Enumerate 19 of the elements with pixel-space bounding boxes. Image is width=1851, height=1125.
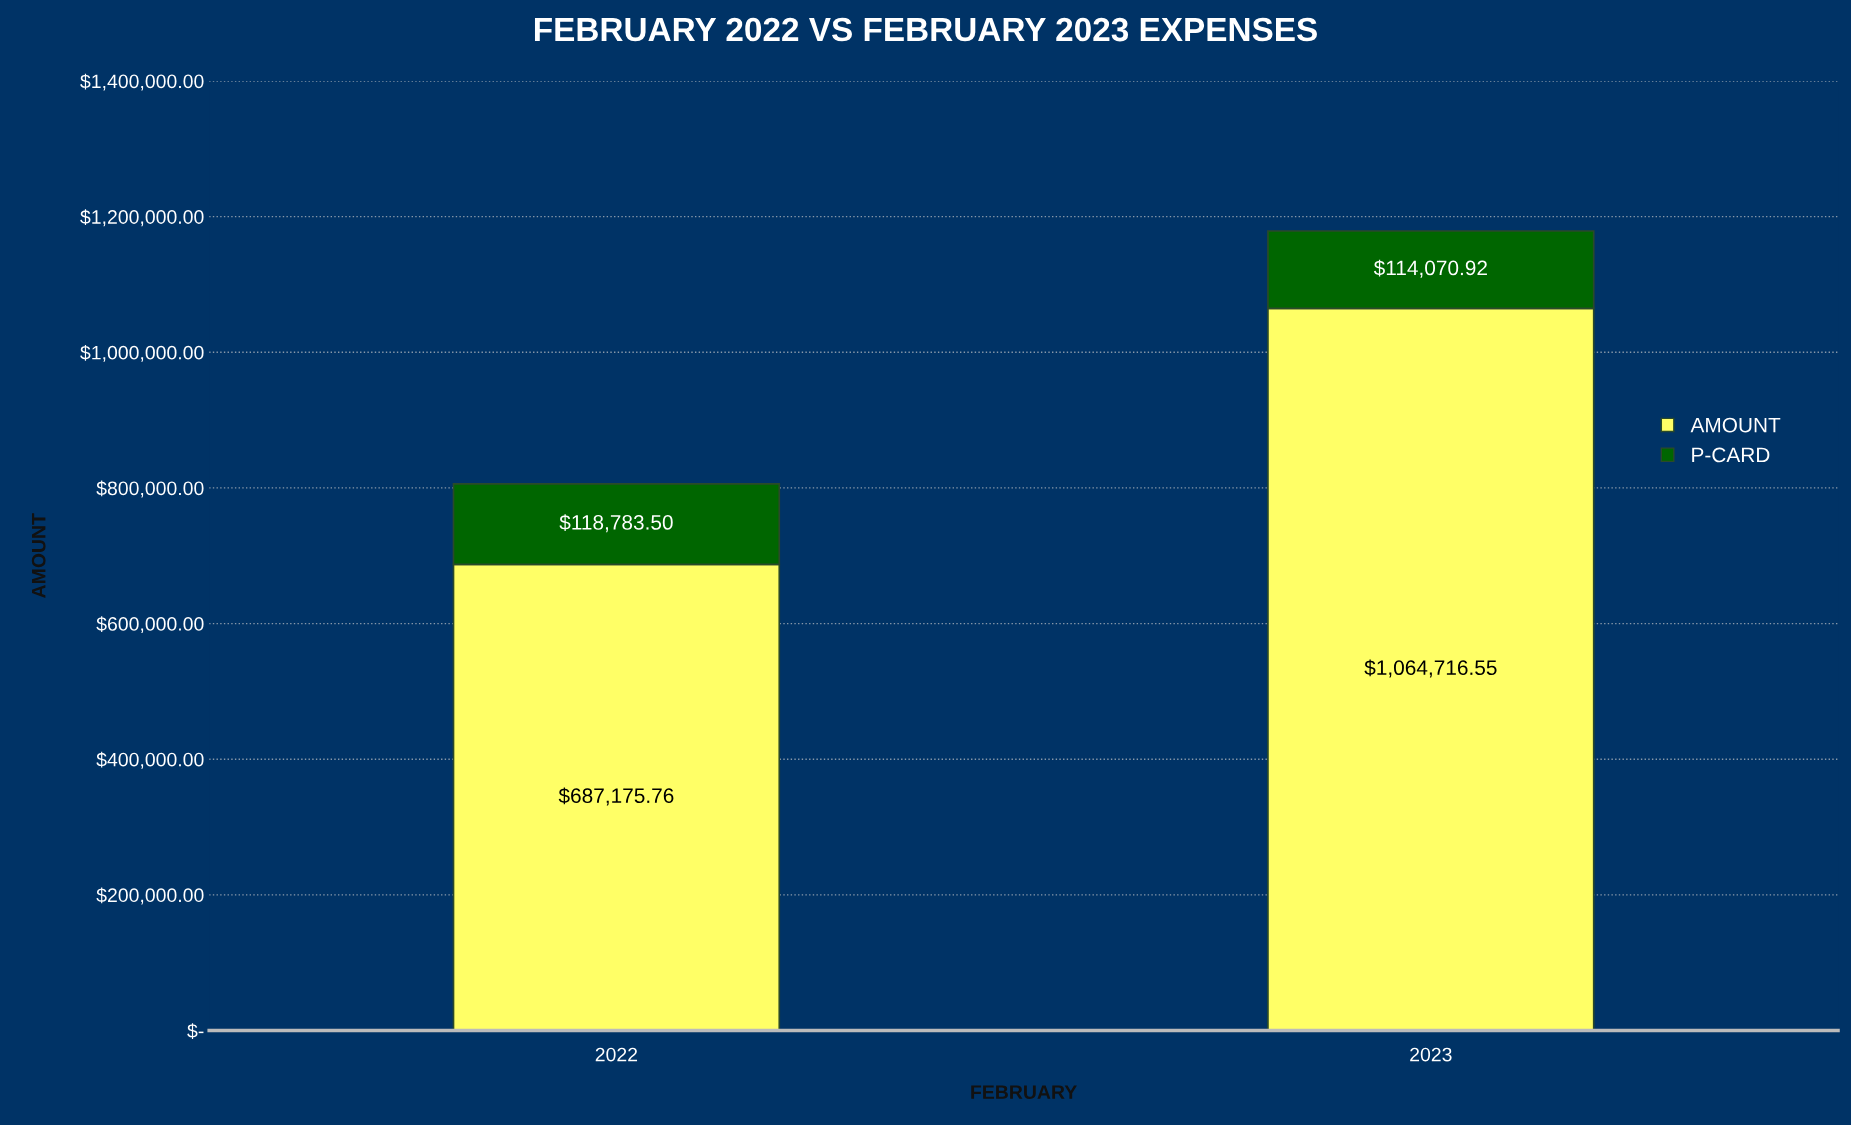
y-tick-label: $- [187,1023,204,1039]
data-label: $114,070.92 [1373,259,1487,278]
y-tick-label: $400,000.00 [96,751,204,769]
data-label: $687,175.76 [558,787,674,806]
x-axis-title: FEBRUARY [971,1085,1077,1100]
y-tick-label: $1,000,000.00 [80,344,204,362]
data-label: $118,783.50 [559,514,673,533]
legend-label: AMOUNT [1690,417,1781,433]
y-tick-label: $200,000.00 [96,887,204,905]
y-tick-label: $1,200,000.00 [80,209,204,227]
y-tick-label: $800,000.00 [96,480,204,498]
x-tick-label: 2023 [1410,1047,1452,1062]
chart-title: FEBRUARY 2022 VS FEBRUARY 2023 EXPENSES [534,17,1317,42]
y-tick-label: $600,000.00 [96,616,204,634]
legend-label: P-CARD [1692,447,1770,463]
y-axis-title: AMOUNT [31,513,46,598]
y-tick-label: $1,400,000.00 [80,73,204,91]
data-label: $1,064,716.55 [1364,659,1497,678]
x-tick-label: 2022 [595,1047,638,1062]
